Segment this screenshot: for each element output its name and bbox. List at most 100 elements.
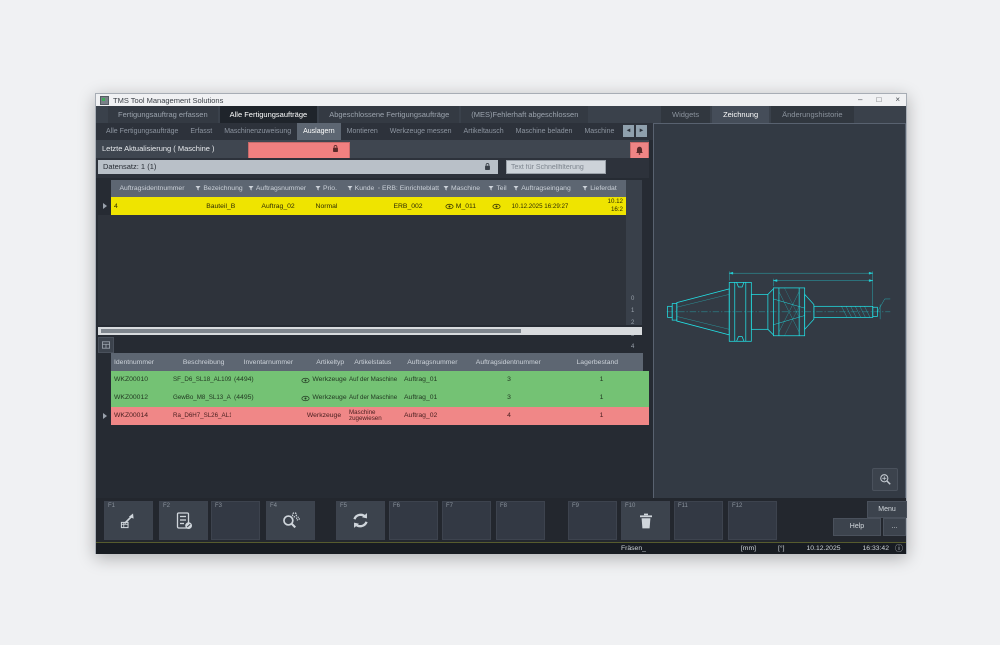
column-header-lieferdatum[interactable]: Lieferdat	[573, 180, 626, 197]
article-row[interactable]: WKZ00010 SF_D6_SL18_AL109_SK40 (4494) We…	[98, 371, 649, 389]
column-header-auftragsnummer[interactable]: Auftragsnummer	[245, 180, 309, 197]
app-icon	[100, 95, 109, 105]
column-header-auftragsidentnummer[interactable]: Auftragsidentnummer	[475, 358, 541, 366]
last-update-row: Letzte Aktualisierung ( Maschine )	[96, 140, 649, 159]
tab-widgets[interactable]: Widgets	[661, 106, 711, 123]
alarm-button[interactable]	[630, 142, 649, 159]
row-selector-gutter	[98, 180, 111, 197]
f3-button[interactable]: F3	[211, 501, 260, 540]
help-button[interactable]: Help	[833, 518, 881, 536]
scrollbar-thumb[interactable]	[101, 329, 521, 333]
column-header-beschreibung[interactable]: Beschreibung	[182, 358, 225, 366]
statusbar-time: 16:33:42	[862, 545, 889, 552]
subtab-werkzeuge-messen[interactable]: Werkzeuge messen	[389, 128, 452, 135]
subtab-maschinenzuweisung[interactable]: Maschinenzuweisung	[224, 128, 292, 135]
panel-icon	[101, 340, 111, 350]
detail-panel-button[interactable]	[98, 337, 114, 353]
eye-icon[interactable]	[492, 203, 501, 210]
tab-fertigungsauftrag-erfassen[interactable]: Fertigungsauftrag erfassen	[108, 106, 218, 123]
right-panel-tab-bar: Widgets Zeichnung Änderungshistorie	[661, 106, 854, 123]
f9-button[interactable]: F9	[568, 501, 617, 540]
filter-icon	[443, 186, 449, 191]
statusbar-unit-mm: [mm]	[740, 545, 756, 552]
f1-export-button[interactable]: F1	[104, 501, 153, 540]
f6-button[interactable]: F6	[389, 501, 438, 540]
column-header-prio[interactable]: Prio.	[309, 180, 343, 197]
sub-tab-bar: Alle Fertigungsaufträge Erfasst Maschine…	[96, 123, 653, 140]
column-header-erb[interactable]: ERB: Einrichteblatt	[378, 180, 439, 197]
filter-icon	[582, 186, 588, 191]
last-update-label: Letzte Aktualisierung ( Maschine )	[102, 144, 215, 153]
tab-aenderungshistorie[interactable]: Änderungshistorie	[771, 106, 854, 123]
filter-icon	[378, 186, 380, 191]
tab-zeichnung[interactable]: Zeichnung	[712, 106, 770, 123]
refresh-icon	[351, 511, 370, 530]
column-header-maschine[interactable]: Maschine	[439, 180, 484, 197]
zoom-fit-icon	[879, 473, 892, 486]
tab-alle-fertigungsauftraege[interactable]: Alle Fertigungsaufträge	[219, 106, 318, 123]
column-header-teil[interactable]: Teil	[484, 180, 511, 197]
column-header-auftragsnummer[interactable]: Auftragsnummer	[407, 358, 458, 366]
titlebar: TMS Tool Management Solutions – □ ×	[96, 94, 906, 106]
maximize-button[interactable]: □	[876, 95, 882, 104]
subtab-auslagern[interactable]: Auslagern	[297, 123, 341, 140]
eye-icon[interactable]	[445, 203, 454, 210]
row-marker	[98, 407, 111, 425]
f2-edit-list-button[interactable]: F2	[159, 501, 208, 540]
close-button[interactable]: ×	[895, 95, 900, 104]
menu-button[interactable]: Menu	[867, 501, 907, 518]
more-button[interactable]: ...	[883, 518, 906, 536]
f12-button[interactable]: F12	[728, 501, 777, 540]
f8-button[interactable]: F8	[496, 501, 545, 540]
statusbar-date: 10.12.2025	[806, 545, 841, 552]
column-header-artikelstatus[interactable]: Artikelstatus	[354, 358, 392, 366]
subtab-alle-fertigungsauftraege[interactable]: Alle Fertigungsaufträge	[106, 128, 179, 135]
article-row-selected[interactable]: WKZ00014 Ra_D6H7_SL26_AL127_SK40 Werkzeu…	[98, 407, 649, 425]
articles-table-header: Identnummer Beschreibung Inventarnummer …	[98, 353, 643, 371]
tab-scroll-left-icon[interactable]: ◄	[623, 125, 634, 137]
list-edit-icon	[175, 512, 193, 530]
statusbar-unit-deg: [°]	[778, 545, 785, 552]
column-header-auftragsidentnummer[interactable]: Auftragsidentnummer	[119, 185, 185, 192]
tab-mes-fehlerhaft[interactable]: (MES)Fehlerhaft abgeschlossen	[461, 106, 589, 123]
subtab-maschine-truncated[interactable]: Maschine	[584, 128, 615, 135]
subtab-montieren[interactable]: Montieren	[346, 128, 378, 135]
orders-table-header: Auftragsidentnummer Bezeichnung Auftrags…	[98, 180, 626, 197]
orders-table-body[interactable]	[98, 215, 626, 325]
column-header-lagerbestand[interactable]: Lagerbestand	[576, 358, 619, 366]
eye-icon[interactable]	[301, 377, 310, 384]
f5-refresh-button[interactable]: F5	[336, 501, 385, 540]
column-header-identnummer[interactable]: Identnummer	[114, 358, 155, 366]
column-header-auftragseingang[interactable]: Auftragseingang	[511, 180, 573, 197]
function-key-toolbar: F1 F2 F3 F4 F5 F6 F7 F8 F9 F	[96, 498, 906, 542]
f11-button[interactable]: F11	[674, 501, 723, 540]
row-index-strip[interactable]: 0 1 2 3 4 5 6 7 8 9	[626, 180, 642, 410]
subtab-maschine-beladen[interactable]: Maschine beladen	[515, 128, 573, 135]
filter-icon	[248, 186, 254, 191]
f10-delete-button[interactable]: F10	[621, 501, 670, 540]
f7-button[interactable]: F7	[442, 501, 491, 540]
minimize-button[interactable]: –	[858, 95, 863, 104]
tab-scroll-right-icon[interactable]: ►	[636, 125, 647, 137]
subtab-erfasst[interactable]: Erfasst	[190, 128, 213, 135]
window-title: TMS Tool Management Solutions	[113, 95, 224, 105]
column-header-kunde[interactable]: Kunde	[343, 180, 378, 197]
subtab-artikeltausch[interactable]: Artikeltausch	[463, 128, 504, 135]
tab-abgeschlossene[interactable]: Abgeschlossene Fertigungsaufträge	[319, 106, 460, 123]
filter-icon	[488, 186, 494, 191]
column-header-bezeichnung[interactable]: Bezeichnung	[193, 180, 245, 197]
column-header-artikeltyp[interactable]: Artikeltyp	[316, 358, 345, 366]
f4-search-button[interactable]: F4	[266, 501, 315, 540]
main-tab-bar: Fertigungsauftrag erfassen Alle Fertigun…	[96, 106, 906, 123]
filter-icon	[347, 186, 353, 191]
article-row[interactable]: WKZ00012 GewBo_M8_SL13_AL132_GS1,25_SK..…	[98, 389, 649, 407]
column-header-inventarnummer[interactable]: Inventarnummer	[243, 358, 294, 366]
record-count-bar: Datensatz: 1 (1)	[98, 160, 498, 174]
zoom-fit-button[interactable]	[872, 468, 898, 491]
record-status-row: Datensatz: 1 (1)	[96, 158, 649, 178]
horizontal-scrollbar[interactable]	[98, 327, 642, 335]
info-icon[interactable]: ⓘ	[895, 544, 903, 553]
quickfilter-input[interactable]	[506, 160, 606, 174]
eye-icon[interactable]	[301, 395, 310, 402]
order-row-selected[interactable]: 4 Bauteil_B Auftrag_02 Normal ERB_002 M_…	[98, 197, 626, 215]
